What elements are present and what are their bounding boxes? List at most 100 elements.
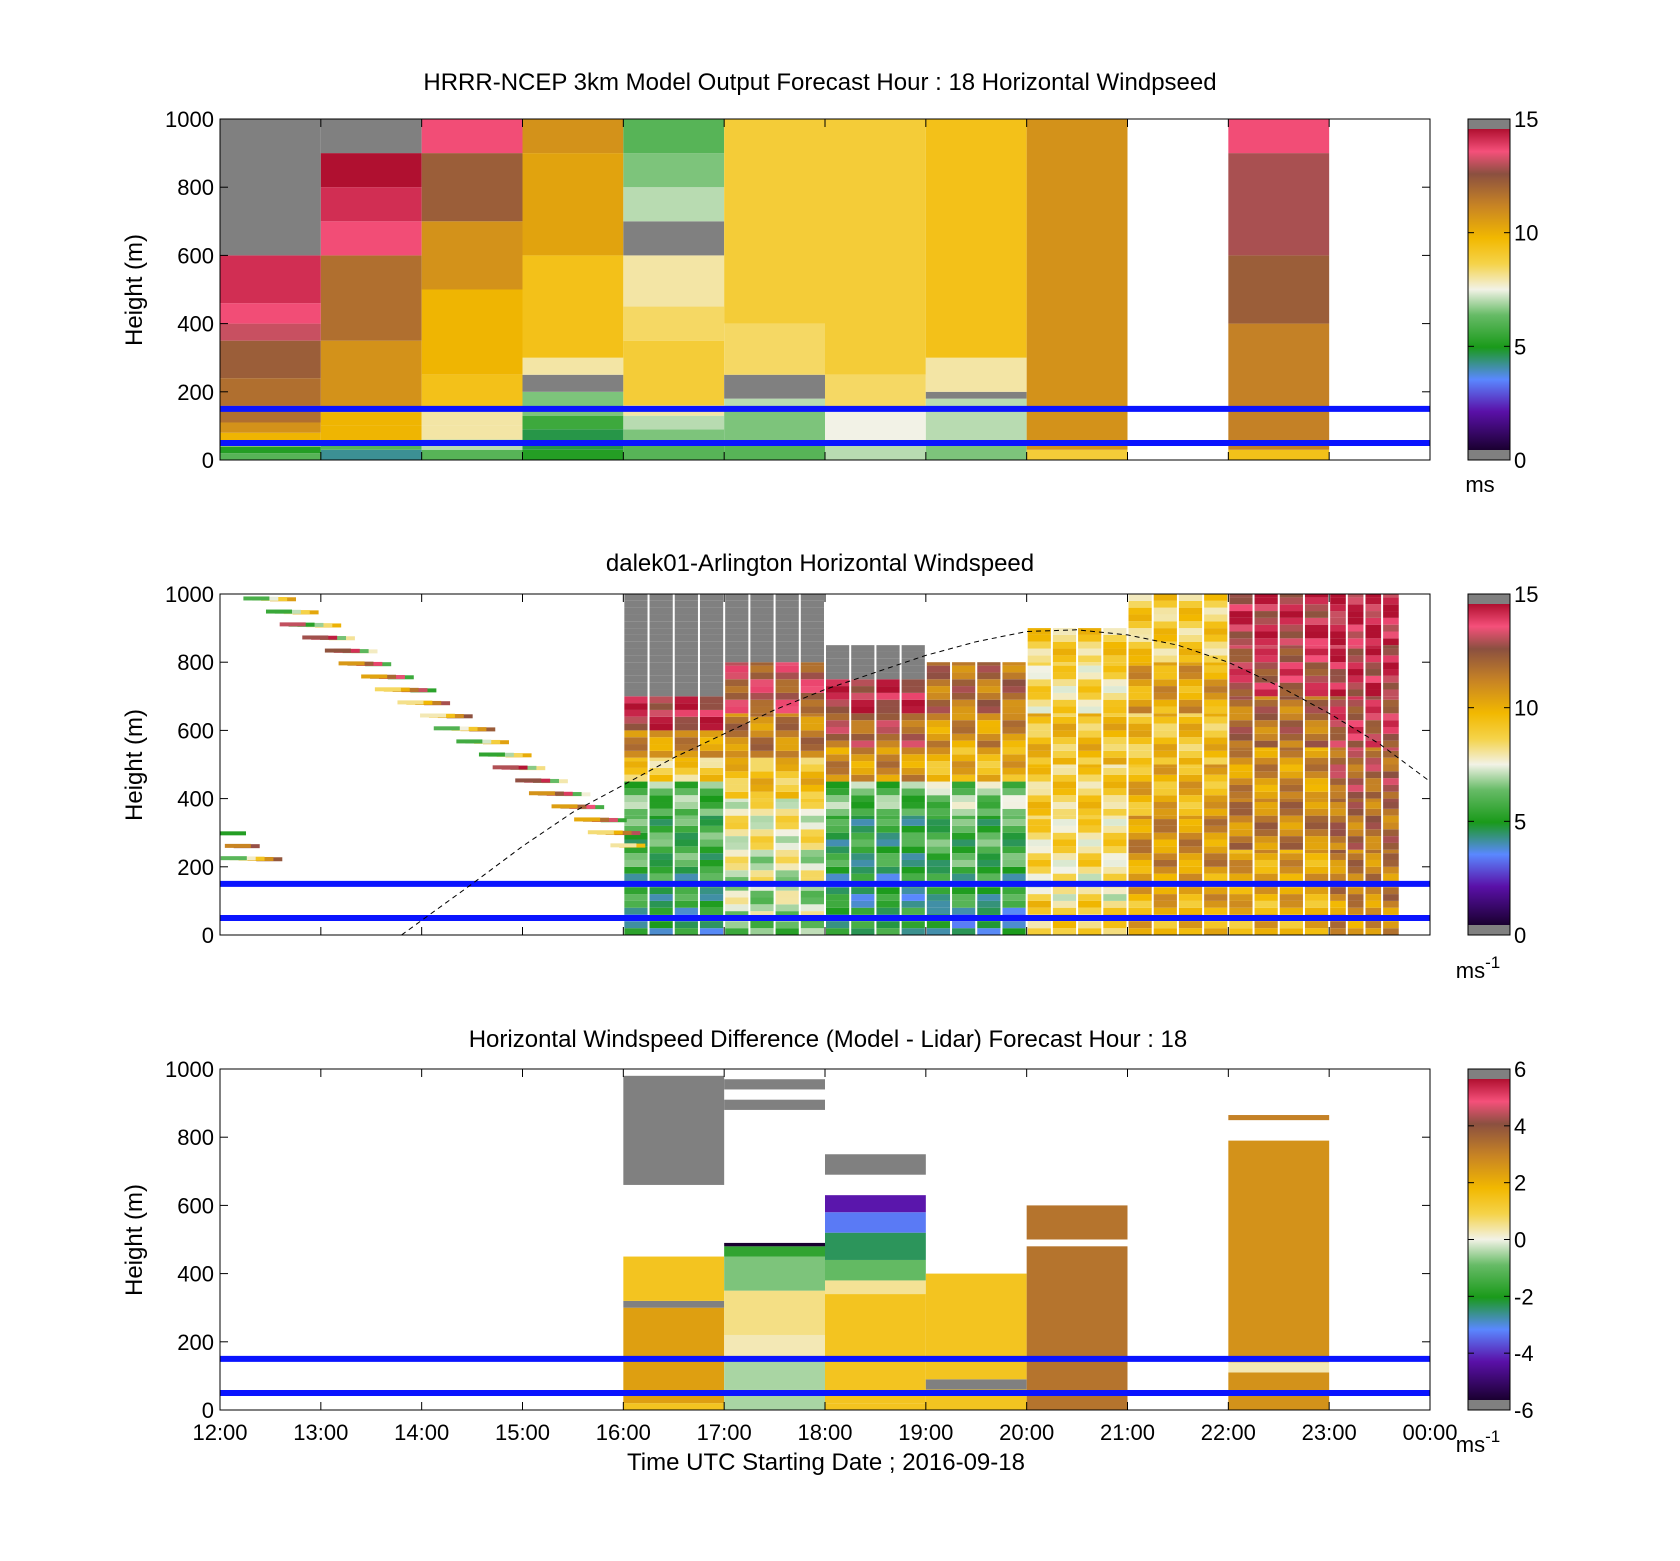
heatmap-cell (876, 706, 900, 714)
heatmap-cell (1153, 744, 1177, 751)
heatmap-cell (1027, 662, 1051, 666)
heatmap-cell (876, 679, 900, 687)
heatmap-cell (1254, 778, 1278, 785)
heatmap-cell (1052, 730, 1077, 738)
heatmap-cell (775, 863, 799, 871)
heatmap-cell (1365, 740, 1382, 748)
heatmap-cell (1383, 784, 1399, 792)
heatmap-cell (826, 853, 850, 860)
heatmap-cell (952, 679, 976, 687)
heatmap-cell (220, 303, 321, 324)
heatmap-cell (926, 900, 951, 908)
heatmap-cell (876, 873, 900, 881)
heatmap-cell (674, 866, 698, 874)
heatmap-cell (1254, 604, 1278, 612)
heatmap-cell (926, 795, 951, 803)
heatmap-cell (1078, 819, 1102, 826)
heatmap-cell (649, 669, 673, 676)
heatmap-cell (1383, 849, 1399, 854)
heatmap-cell (1365, 829, 1382, 837)
heatmap-cell (775, 628, 799, 635)
heatmap-cell (1254, 740, 1278, 748)
heatmap-cell (1204, 866, 1228, 874)
heatmap-cell (674, 730, 698, 738)
heatmap-cell (800, 836, 824, 843)
heatmap-cell (1128, 737, 1152, 745)
heatmap-cell (624, 607, 648, 615)
heatmap-cell (624, 815, 648, 820)
heatmap-cell (1347, 750, 1364, 758)
heatmap-cell (574, 817, 601, 822)
y-tick-label: 1000 (165, 1057, 214, 1082)
colorbar-tick-label: 10 (1514, 221, 1538, 246)
heatmap-cell (977, 672, 1001, 680)
heatmap-cell (674, 761, 698, 768)
heatmap-cell (725, 921, 749, 929)
heatmap-cell (1330, 611, 1346, 618)
heatmap-cell (926, 887, 951, 895)
heatmap-cell (1204, 713, 1228, 717)
heatmap-cell (1383, 638, 1399, 646)
heatmap-cell (725, 877, 749, 884)
heatmap-cell (876, 726, 900, 734)
heatmap-cell (1304, 706, 1329, 714)
heatmap-cell (1279, 669, 1303, 676)
heatmap-cell (1279, 611, 1303, 618)
heatmap-cell (926, 825, 951, 833)
heatmap-cell (851, 832, 875, 840)
x-tick-label: 17:00 (697, 1420, 752, 1445)
heatmap-cell (1229, 784, 1253, 792)
heatmap-cell (750, 621, 774, 629)
heatmap-cell (649, 808, 673, 816)
heatmap-cell (775, 699, 799, 707)
heatmap-cell (825, 1232, 926, 1260)
heatmap-cell (1178, 730, 1203, 738)
heatmap-cell (699, 730, 724, 738)
heatmap-cell (1347, 689, 1364, 697)
heatmap-cell (1204, 662, 1228, 666)
heatmap-cell (876, 894, 900, 901)
heatmap-cell (826, 839, 850, 847)
heatmap-cell (649, 744, 673, 751)
heatmap-cell (674, 774, 698, 782)
heatmap-cell (1153, 764, 1177, 768)
heatmap-cell (623, 415, 725, 430)
heatmap-cell (1078, 928, 1102, 935)
heatmap-cell (1153, 846, 1177, 854)
heatmap-cell (1103, 662, 1127, 666)
heatmap-cell (725, 897, 749, 905)
heatmap-cell (649, 730, 673, 738)
heatmap-cell (952, 740, 976, 748)
heatmap-cell (1204, 894, 1228, 901)
heatmap-cell (926, 754, 951, 762)
heatmap-cell (1002, 819, 1026, 826)
heatmap-cell (851, 679, 875, 687)
heatmap-cell (851, 887, 875, 895)
heatmap-cell (1365, 638, 1382, 646)
heatmap-cell (775, 870, 799, 878)
heatmap-cell (901, 740, 925, 748)
heatmap-cell (624, 614, 648, 622)
heatmap-cell (1383, 669, 1399, 676)
heatmap-cell (775, 600, 799, 608)
heatmap-cell (699, 781, 724, 789)
heatmap-cell (1103, 832, 1127, 840)
heatmap-cell (977, 894, 1001, 901)
heatmap-cell (699, 832, 724, 840)
heatmap-cell (1383, 597, 1399, 605)
heatmap-cell (1078, 859, 1102, 867)
heatmap-cell (1078, 846, 1102, 854)
colorbar-over-swatch (1468, 1069, 1510, 1079)
heatmap-cell (649, 825, 673, 833)
heatmap-cell (800, 798, 824, 803)
heatmap-cell (977, 819, 1001, 826)
heatmap-cell (1103, 873, 1127, 881)
heatmap-cell (1347, 859, 1364, 867)
heatmap-cell (775, 634, 799, 642)
heatmap-cell (1254, 624, 1278, 632)
heatmap-cell (1002, 781, 1026, 789)
heatmap-cell (1128, 679, 1152, 687)
heatmap-cell (699, 669, 724, 676)
heatmap-cell (624, 832, 648, 840)
heatmap-cell (851, 658, 875, 666)
